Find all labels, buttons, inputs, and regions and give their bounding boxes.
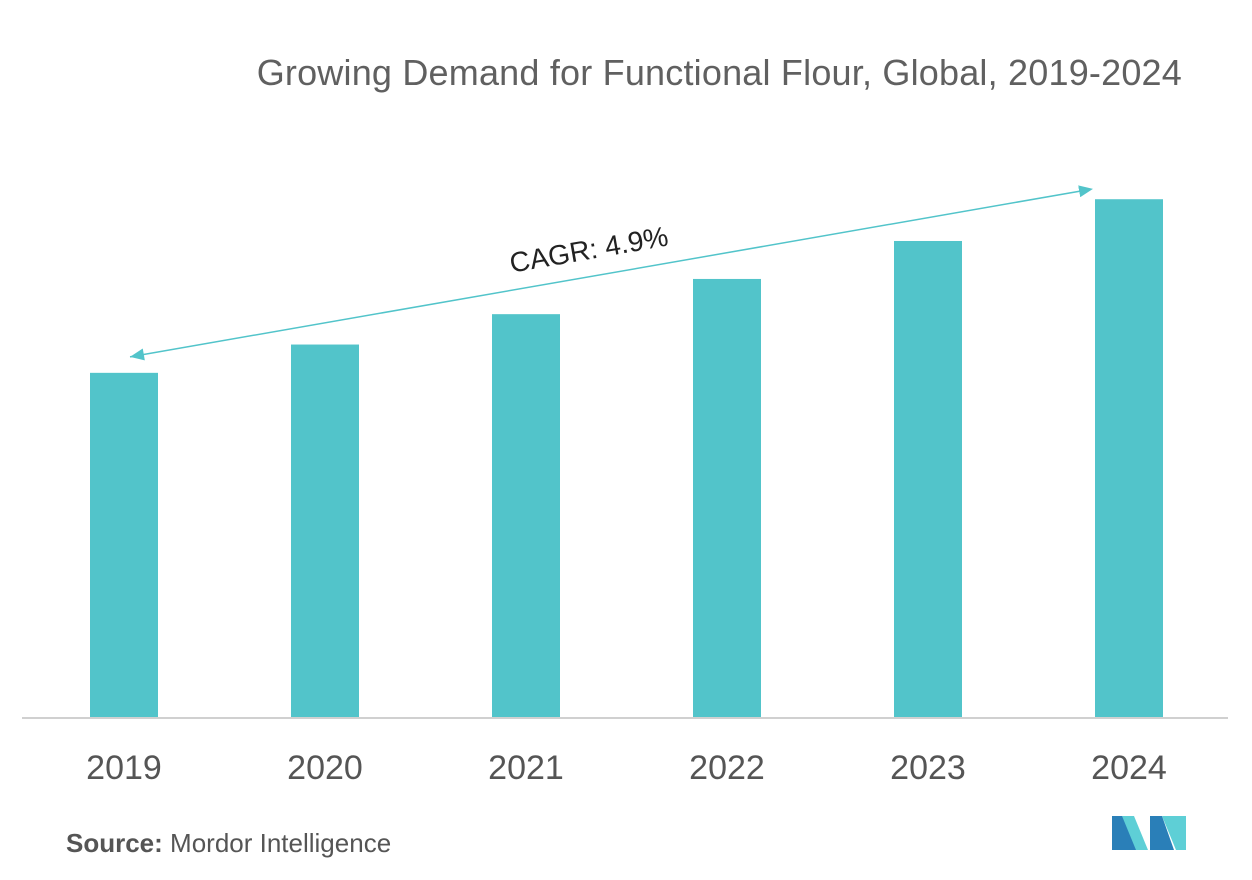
cagr-arrow bbox=[129, 185, 1093, 358]
cagr-label: CAGR: 4.9% bbox=[507, 221, 670, 279]
source-value: Mordor Intelligence bbox=[162, 828, 392, 858]
x-tick-label-2024: 2024 bbox=[1091, 749, 1167, 787]
x-tick-label-2019: 2019 bbox=[86, 749, 162, 787]
bars bbox=[90, 199, 1163, 718]
source-note: Source: Mordor Intelligence bbox=[66, 828, 391, 859]
bar-2021 bbox=[492, 314, 560, 718]
x-tick-label-2023: 2023 bbox=[890, 749, 966, 787]
bar-2020 bbox=[291, 344, 359, 718]
source-label: Source: bbox=[66, 828, 163, 858]
bar-2023 bbox=[894, 240, 962, 718]
mordor-intelligence-logo bbox=[1112, 816, 1186, 850]
bar-2022 bbox=[693, 278, 761, 718]
x-axis-ticks: 2019 2020 2021 2022 2023 2024 bbox=[86, 749, 1167, 787]
x-tick-label-2021: 2021 bbox=[488, 749, 564, 787]
bar-2024 bbox=[1095, 199, 1163, 718]
cagr-arrowhead-start bbox=[130, 348, 145, 361]
chart-title: Growing Demand for Functional Flour, Glo… bbox=[256, 52, 1182, 93]
x-tick-label-2020: 2020 bbox=[287, 749, 363, 787]
bar-2019 bbox=[90, 372, 158, 718]
x-tick-label-2022: 2022 bbox=[689, 749, 765, 787]
